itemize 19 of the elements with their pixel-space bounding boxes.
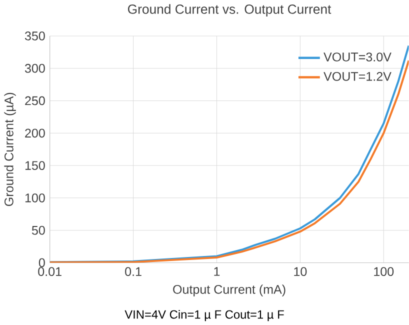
y-tick-label: 50 [32,226,45,235]
y-tick-label: 100 [25,193,45,202]
chart-title: Ground Current vs. Output Current [128,4,332,16]
y-tick-label: 250 [25,96,45,106]
x-tick-label: 0.1 [125,267,142,276]
x-axis-title: Output Current (mA) [173,284,286,296]
y-tick-label: 350 [24,31,45,40]
y-tick-label: 0 [38,258,45,268]
y-tick-label: 150 [25,160,45,170]
x-tick-label: 10 [294,267,307,276]
x-tick-label: 0.01 [38,267,62,276]
legend-label: VOUT=3.0V [324,52,392,62]
text: VIN=4V Cin=1 µ F Cout=1 µ F [124,310,284,321]
y-tick-label: 300 [24,64,45,73]
legend-label: VOUT=1.2V [324,72,392,81]
x-tick-label: 100 [374,267,394,276]
y-tick-label: 200 [25,128,45,138]
x-tick-label: 1 [214,267,220,276]
y-axis-title: Ground Current (µA) [4,92,16,206]
